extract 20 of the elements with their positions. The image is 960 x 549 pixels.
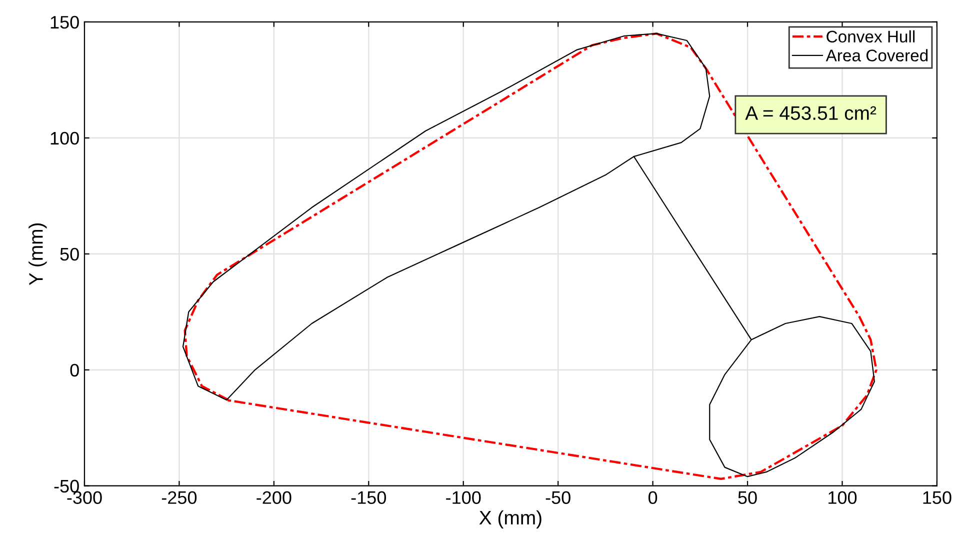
x-tick-label: 0 — [648, 491, 658, 504]
y-tick-label: -50 — [54, 480, 79, 493]
x-tick-label: -200 — [256, 491, 292, 504]
legend-label: Convex Hull — [826, 30, 915, 43]
x-tick-label: 100 — [828, 491, 857, 504]
y-tick-label: 50 — [60, 248, 79, 261]
legend-label: Area Covered — [826, 49, 928, 62]
y-tick-label: 0 — [70, 364, 79, 377]
x-tick-label: -300 — [67, 491, 102, 504]
x-tick-label: -150 — [351, 491, 386, 504]
x-tick-label: -50 — [546, 491, 570, 504]
x-axis-title: X (mm) — [479, 510, 542, 528]
y-axis-title: Y (mm) — [28, 223, 47, 286]
x-tick-label: -100 — [446, 491, 481, 504]
annotation: A = 453.51 cm² — [745, 106, 876, 120]
x-tick-label: 50 — [738, 491, 757, 504]
x-tick-label: -250 — [162, 491, 197, 504]
y-tick-label: 150 — [50, 16, 79, 29]
y-tick-label: 100 — [50, 132, 79, 145]
x-tick-label: 150 — [923, 491, 952, 504]
